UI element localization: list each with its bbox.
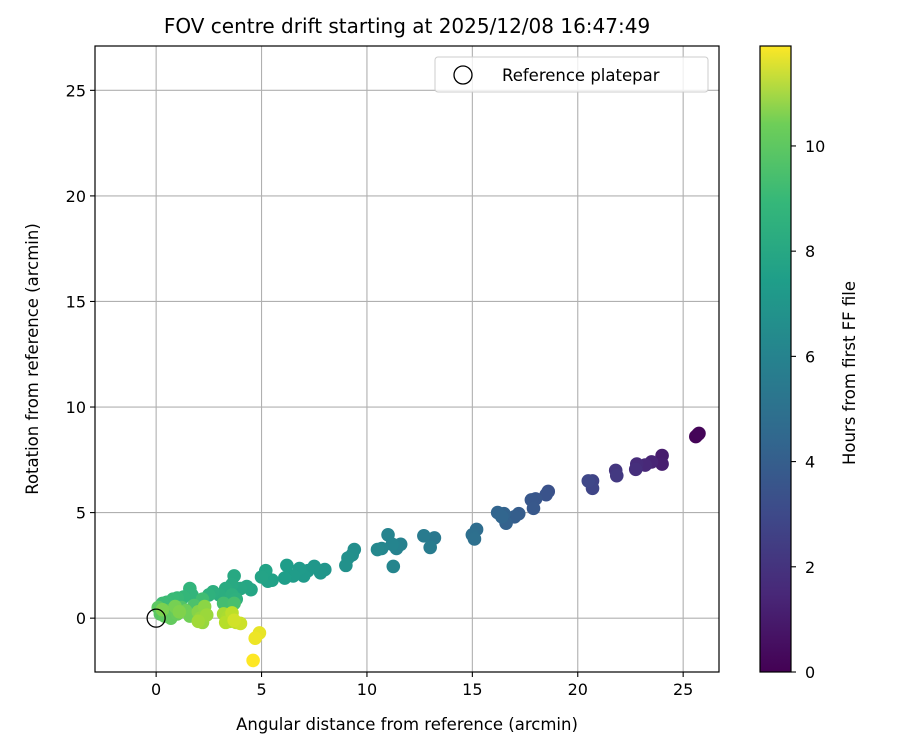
- scatter-points: [151, 426, 706, 668]
- legend-reference-marker: [453, 65, 473, 85]
- scatter-point: [692, 426, 706, 441]
- x-tick-label: 5: [256, 680, 266, 699]
- x-tick-label: 25: [673, 680, 693, 699]
- scatter-point: [423, 540, 437, 555]
- colorbar-label: Hours from first FF file: [840, 281, 859, 465]
- scatter-point: [191, 614, 206, 629]
- scatter-point: [227, 613, 241, 628]
- axis-ticks: 0 5 10 15 20 25 0 5 10 15 20 25: [66, 81, 694, 699]
- plot-frame: [94, 45, 720, 673]
- scatter-point: [246, 653, 260, 668]
- scatter-point: [609, 468, 624, 483]
- scatter-point: [277, 571, 292, 585]
- scatter-point: [539, 487, 553, 502]
- y-tick-label: 20: [66, 187, 86, 206]
- chart-title: FOV centre drift starting at 2025/12/08 …: [164, 14, 650, 38]
- scatter-point: [655, 457, 669, 471]
- scatter-point: [280, 558, 294, 573]
- legend-box: [434, 56, 709, 93]
- scatter-point: [581, 474, 596, 488]
- colorbar-tick-label: 2: [805, 558, 815, 577]
- scatter-point: [339, 558, 353, 573]
- scatter-point: [628, 462, 643, 477]
- colorbar-ticks: 0 2 4 6 8 10: [791, 137, 825, 682]
- grid: [95, 46, 719, 672]
- colorbar-gradient: [759, 45, 792, 673]
- x-tick-label: 15: [462, 680, 482, 699]
- legend: Reference platepar: [434, 56, 709, 93]
- colorbar-tick-label: 8: [805, 242, 815, 261]
- y-tick-label: 5: [76, 504, 86, 523]
- reference-platepar-marker: [146, 608, 166, 628]
- scatter-point: [370, 542, 385, 557]
- colorbar-tick-label: 6: [805, 347, 815, 366]
- scatter-point: [155, 602, 170, 617]
- colorbar-tick-label: 4: [805, 453, 815, 472]
- x-tick-label: 0: [151, 680, 161, 699]
- scatter-point: [254, 570, 269, 584]
- y-tick-label: 25: [66, 81, 86, 100]
- scatter-point: [172, 605, 187, 619]
- reference-marker-layer: [146, 608, 166, 628]
- y-tick-label: 0: [76, 609, 86, 628]
- x-tick-label: 20: [568, 680, 588, 699]
- scatter-point: [526, 501, 541, 516]
- colorbar: 0 2 4 6 8 10 Hours from first FF file: [759, 45, 859, 682]
- scatter-point: [417, 529, 431, 543]
- y-tick-label: 10: [66, 398, 86, 417]
- scatter-point: [385, 537, 400, 552]
- scatter-point: [467, 532, 482, 546]
- colorbar-tick-label: 10: [805, 137, 825, 156]
- scatter-point: [386, 559, 401, 574]
- scatter-point: [248, 631, 263, 646]
- y-tick-label: 15: [66, 292, 86, 311]
- scatter-point: [495, 510, 509, 524]
- scatter-point: [216, 596, 231, 611]
- x-axis-label: Angular distance from reference (arcmin): [236, 715, 578, 734]
- x-tick-label: 10: [357, 680, 377, 699]
- y-axis-label: Rotation from reference (arcmin): [23, 223, 42, 495]
- colorbar-tick-label: 0: [805, 663, 815, 682]
- legend-entry-reference-platepar: Reference platepar: [502, 66, 660, 85]
